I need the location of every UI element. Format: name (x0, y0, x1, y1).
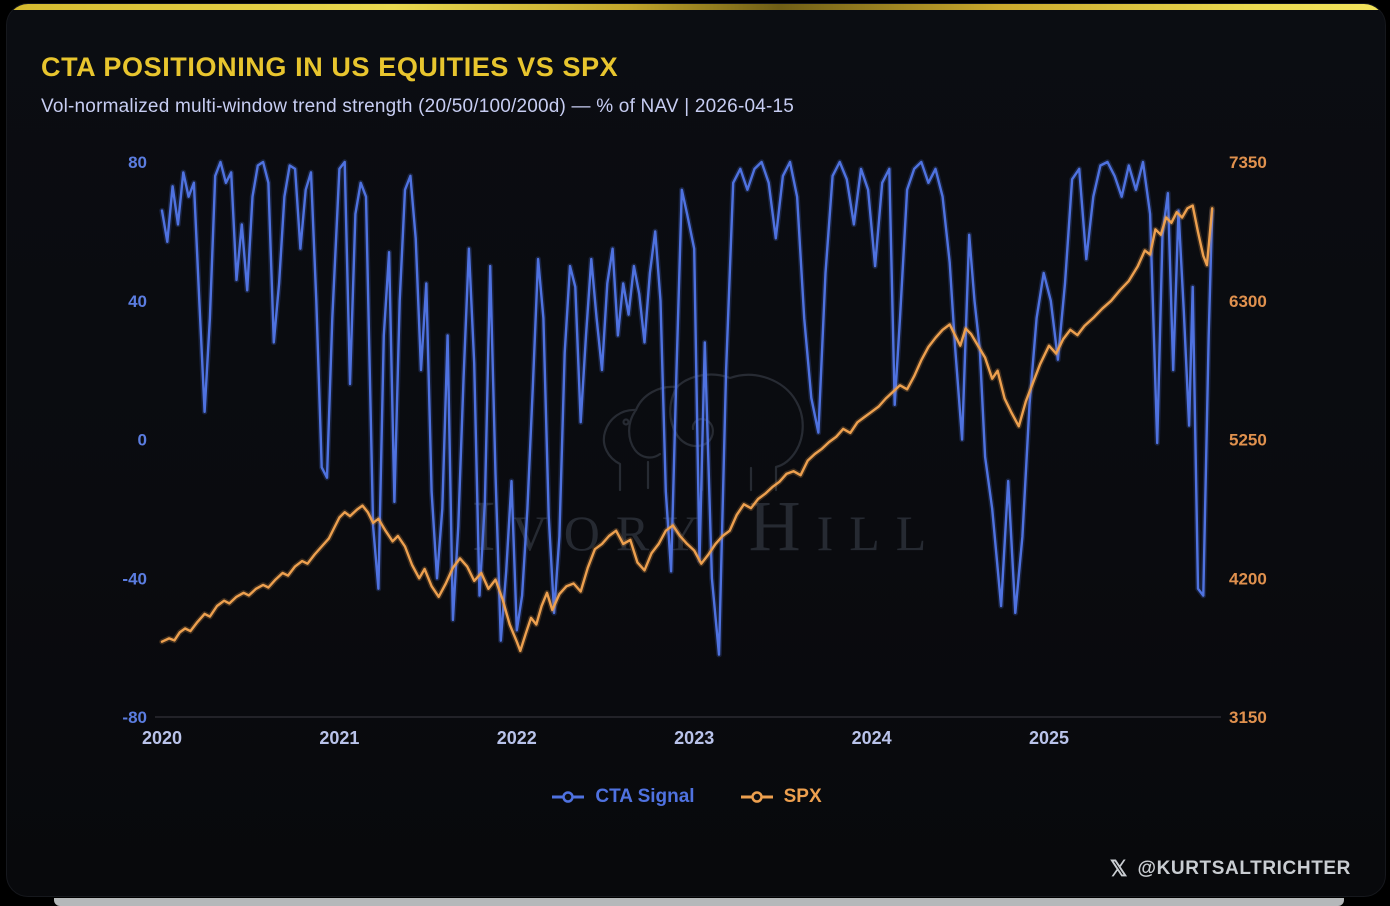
y-right-tick: 5250 (1229, 431, 1267, 450)
attribution-handle: @KURTSALTRICHTER (1137, 858, 1351, 879)
gold-accent-bar (7, 4, 1385, 10)
x-tick-year: 2024 (852, 728, 892, 748)
y-left-tick: 80 (128, 153, 147, 172)
legend-item-cta-signal[interactable]: CTA Signal (550, 786, 695, 808)
x-tick-year: 2022 (497, 728, 537, 748)
y-right-tick: 3150 (1229, 708, 1267, 727)
y-left-tick: -40 (122, 569, 147, 588)
legend-label: SPX (783, 786, 822, 807)
legend-item-spx[interactable]: SPX (739, 786, 822, 808)
attribution: 𝕏 @KURTSALTRICHTER (1110, 856, 1351, 882)
legend-marker-icon (552, 791, 585, 803)
legend-marker-icon (740, 791, 773, 803)
chart-legend: CTA Signal SPX (155, 786, 1217, 808)
x-twitter-icon: 𝕏 (1109, 856, 1128, 881)
y-right-tick: 7350 (1229, 153, 1267, 172)
y-left-tick: -80 (122, 708, 147, 727)
cta-vs-spx-chart: 80 40 0 -40 -80 7350 6300 5250 4200 3150 2020 2021 2… (122, 153, 1267, 748)
y-right-tick: 4200 (1229, 569, 1267, 588)
y-right-tick: 6300 (1229, 292, 1267, 311)
y-left-tick: 40 (128, 292, 147, 311)
page-edge-strip (54, 898, 1344, 906)
y-left-tick: 0 (138, 431, 147, 450)
x-tick-year: 2025 (1029, 728, 1069, 748)
x-tick-year: 2020 (142, 728, 182, 748)
x-tick-year: 2021 (319, 728, 359, 748)
spx-line (160, 204, 1214, 653)
x-tick-year: 2023 (674, 728, 714, 748)
chart-subtitle: Vol-normalized multi-window trend streng… (41, 96, 795, 117)
legend-label: CTA Signal (595, 786, 695, 807)
ivory-hill-chart-card: CTA POSITIONING IN US EQUITIES VS SPX Vo… (6, 3, 1386, 897)
cta-signal-line (160, 160, 1214, 656)
page-title: CTA POSITIONING IN US EQUITIES VS SPX (41, 52, 619, 82)
